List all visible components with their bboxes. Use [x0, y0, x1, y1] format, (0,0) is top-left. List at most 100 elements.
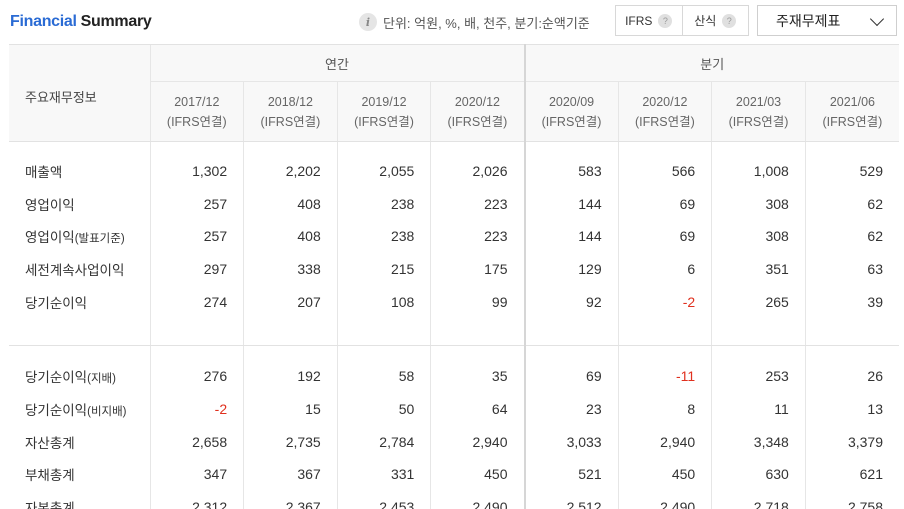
table-cell: -2 — [149, 392, 244, 426]
table-cell: 35 — [430, 359, 525, 393]
unit-text: 단위: 억원, %, 배, 천주, 분기:순액기준 — [383, 15, 590, 31]
period-date: 2018/12 — [267, 94, 314, 109]
table-cell: 63 — [804, 252, 899, 286]
table-cell: 257 — [149, 187, 244, 220]
row-label-sub: (발표기준) — [74, 233, 125, 246]
period-basis: (IFRS연결) — [541, 114, 602, 129]
table-cell: 265 — [711, 285, 806, 318]
table-cell: 253 — [711, 359, 806, 393]
table-cell: 238 — [336, 219, 431, 253]
row-label: 당기순이익(지배) — [9, 360, 150, 393]
spacer-row — [9, 317, 899, 347]
row-label: 자산총계 — [9, 425, 150, 458]
period-date: 2017/12 — [174, 94, 220, 109]
table-cell: 64 — [430, 392, 525, 426]
table-cell: 2,490 — [617, 490, 712, 509]
table-cell: 26 — [804, 359, 899, 393]
table-cell: 92 — [523, 285, 619, 318]
row-label: 영업이익(발표기준) — [9, 220, 150, 253]
row-label: 세전계속사업이익 — [9, 253, 150, 286]
table-cell: 1,302 — [149, 154, 244, 188]
row-label-main: 매출액 — [25, 164, 63, 180]
table-row: 당기순이익 274 207 108 99 92 -2 265 39 — [9, 285, 899, 318]
info-icon[interactable]: i — [359, 13, 377, 31]
table-cell: 2,367 — [243, 490, 338, 509]
formula-label: 산식 — [694, 14, 717, 28]
period-basis: (IFRS연결) — [822, 114, 883, 129]
period-basis: (IFRS연결) — [260, 114, 321, 129]
unit-info: i 단위: 억원, %, 배, 천주, 분기:순액기준 — [359, 12, 590, 32]
period-basis: (IFRS연결) — [354, 114, 414, 129]
table-cell: 215 — [336, 252, 431, 286]
ifrs-option[interactable]: IFRS ? — [616, 6, 682, 35]
question-icon[interactable]: ? — [658, 13, 673, 28]
table-cell: 2,490 — [430, 490, 525, 509]
table-row: 자산총계 2,658 2,735 2,784 2,940 3,033 2,940 3,348 3… — [9, 425, 899, 458]
table-cell: 3,033 — [523, 425, 619, 458]
table-cell: 192 — [243, 359, 338, 393]
table-cell: 331 — [336, 458, 431, 491]
table-cell: 2,718 — [711, 490, 806, 509]
period-date: 2019/12 — [361, 94, 407, 109]
table-cell: 13 — [804, 392, 899, 426]
question-icon[interactable]: ? — [722, 13, 737, 28]
period-date: 2020/12 — [454, 94, 501, 109]
page-title: Financial Summary — [10, 13, 152, 31]
table-cell: 351 — [711, 252, 806, 286]
table-cell: 15 — [243, 392, 338, 426]
table-row: 세전계속사업이익 297 338 215 175 129 6 351 63 — [9, 252, 899, 286]
row-label: 매출액 — [9, 155, 150, 188]
period-header: 2021/03 (IFRS연결) — [711, 81, 806, 142]
table-cell: 2,940 — [617, 425, 712, 458]
title-part2: Summary — [80, 13, 152, 30]
table-cell: 3,348 — [711, 425, 806, 458]
financial-summary-table: 주요재무정보 연간 분기 2017/12 (IFRS연결) 2018/12 (IFRS… — [9, 44, 899, 509]
spacer-row — [9, 141, 899, 155]
table-cell: 223 — [430, 219, 525, 253]
table-cell: 8 — [617, 392, 712, 426]
row-label-main: 당기순이익 — [25, 370, 88, 386]
table-cell: 2,784 — [336, 425, 431, 458]
row-label: 영업이익 — [9, 187, 150, 220]
table-cell: 2,940 — [430, 425, 525, 458]
row-label-main: 자본총계 — [25, 501, 75, 509]
table-cell: 2,312 — [149, 490, 244, 509]
row-label-main: 자산총계 — [25, 435, 75, 451]
period-header: 2021/06 (IFRS연결) — [804, 81, 899, 142]
table-cell: 238 — [336, 187, 431, 220]
table-row: 영업이익 257 408 238 223 144 69 308 62 — [9, 187, 899, 220]
row-label: 당기순이익(비지배) — [9, 393, 150, 426]
period-header: 2019/12 (IFRS연결) — [336, 81, 431, 142]
table-cell: 297 — [149, 252, 244, 286]
table-cell: 144 — [523, 187, 619, 220]
table-cell: 630 — [711, 458, 806, 491]
table-cell: 338 — [243, 252, 338, 286]
table-cell: 69 — [617, 219, 712, 253]
row-label: 부채총계 — [9, 458, 150, 491]
table-cell: 144 — [523, 219, 619, 253]
table-cell: 223 — [430, 187, 525, 220]
ifrs-formula-toggle: IFRS ? 산식 ? — [615, 5, 749, 36]
formula-option[interactable]: 산식 ? — [681, 6, 749, 35]
table-cell: 2,026 — [430, 154, 525, 188]
period-basis: (IFRS연결) — [447, 114, 508, 129]
ifrs-label: IFRS — [625, 13, 653, 28]
table-cell: -11 — [617, 359, 712, 393]
table-cell: 2,758 — [804, 490, 899, 509]
toolbar: Financial Summary i 단위: 억원, %, 배, 천주, 분기:… — [0, 0, 904, 44]
table-cell: 58 — [336, 359, 431, 393]
table-cell: 583 — [523, 154, 619, 188]
table-cell: 347 — [149, 458, 244, 491]
table-cell: 2,453 — [336, 490, 431, 509]
table-cell: 6 — [617, 252, 712, 286]
table-cell: 39 — [804, 285, 899, 318]
row-label: 자본총계 — [9, 491, 150, 509]
statement-type-select[interactable]: 주재무제표 — [757, 5, 897, 36]
row-label-main: 영업이익 — [25, 197, 75, 213]
table-cell: 108 — [336, 285, 431, 318]
table-cell: 69 — [523, 359, 619, 393]
table-cell: 99 — [430, 285, 525, 318]
row-label-main: 당기순이익 — [25, 295, 88, 311]
table-cell: 308 — [711, 219, 806, 253]
table-cell: 257 — [149, 219, 244, 253]
